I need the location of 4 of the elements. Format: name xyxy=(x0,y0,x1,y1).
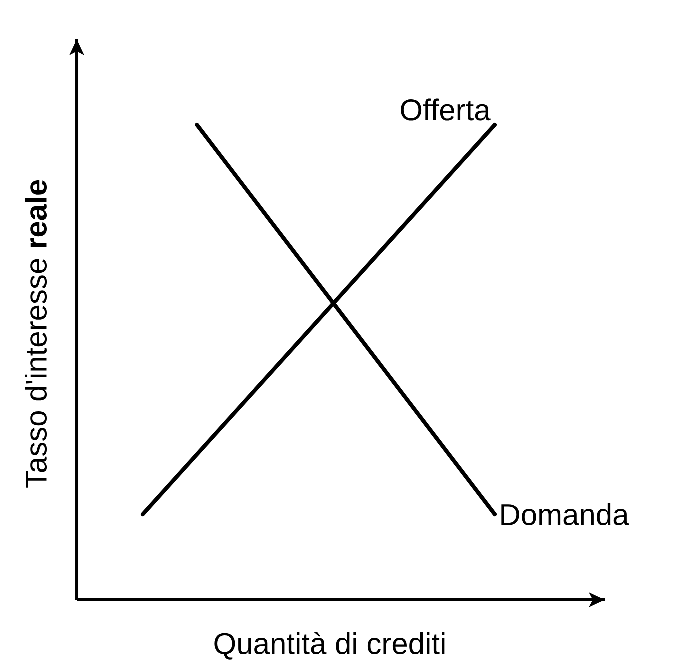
x-axis-title: Quantità di crediti xyxy=(214,632,445,660)
series-label: Offerta xyxy=(401,98,491,121)
y-axis-title: Tasso d'interesse reale xyxy=(24,180,48,488)
series-label: Domanda xyxy=(502,503,630,526)
